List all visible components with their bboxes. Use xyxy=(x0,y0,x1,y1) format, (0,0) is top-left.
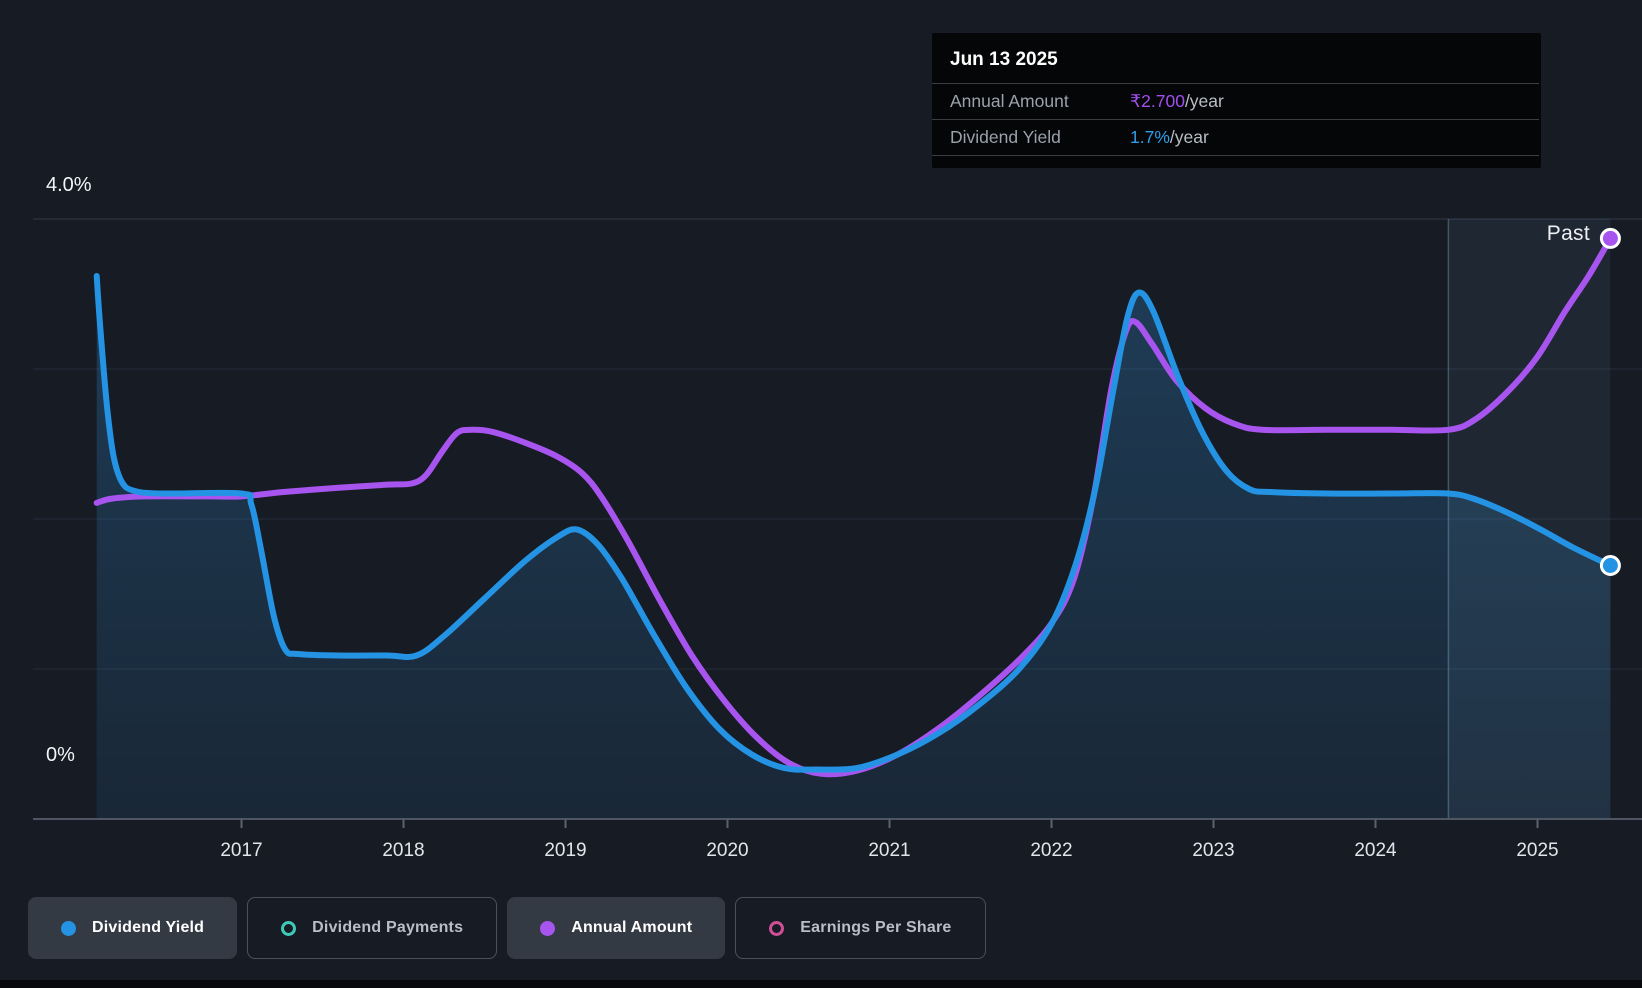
earnings-per-share-ring-icon xyxy=(769,920,785,936)
legend-label-annual-amount: Annual Amount xyxy=(571,919,693,936)
tooltip-annual-amount-value: ₹2.700 xyxy=(1130,91,1185,111)
legend-toggle-dividend-payments[interactable]: Dividend Payments xyxy=(247,897,498,959)
past-year-band xyxy=(1448,219,1611,819)
annual-amount-line xyxy=(93,235,1614,778)
tooltip-row-dividend-yield: Dividend Yield 1.7%/year xyxy=(932,119,1539,156)
x-axis-label-2019: 2019 xyxy=(544,840,587,861)
tooltip-date: Jun 13 2025 xyxy=(950,49,1058,70)
chart-tooltip: Jun 13 2025 Annual Amount ₹2.700/year Di… xyxy=(932,33,1541,168)
bottom-edge-bar xyxy=(0,980,1642,988)
legend-toggle-dividend-yield[interactable]: Dividend Yield xyxy=(28,897,238,959)
tooltip-dividend-yield-label: Dividend Yield xyxy=(950,127,1061,147)
x-axis-label-2024: 2024 xyxy=(1354,840,1397,861)
dividend-yield-end-marker[interactable] xyxy=(1599,555,1621,576)
x-axis-label-2020: 2020 xyxy=(706,840,749,861)
tooltip-annual-amount-suffix: /year xyxy=(1184,91,1224,111)
tooltip-annual-amount-label: Annual Amount xyxy=(950,91,1069,111)
x-axis-label-2017: 2017 xyxy=(220,840,263,861)
chart-legend: Dividend Yield Dividend Payments Annual … xyxy=(28,897,986,959)
tooltip-row-annual-amount: Annual Amount ₹2.700/year xyxy=(932,83,1539,119)
annual-amount-end-marker[interactable] xyxy=(1599,227,1621,249)
x-axis-label-2018: 2018 xyxy=(382,840,425,861)
past-period-label: Past xyxy=(1546,222,1590,245)
dividend-yield-area xyxy=(96,276,1611,819)
tooltip-dividend-yield-value: 1.7% xyxy=(1130,127,1170,147)
tooltip-dividend-yield-suffix: /year xyxy=(1169,127,1209,147)
dividend-yield-line xyxy=(93,273,1614,773)
legend-toggle-annual-amount[interactable]: Annual Amount xyxy=(507,897,726,959)
x-axis-label-2025: 2025 xyxy=(1516,840,1559,861)
x-axis-label-2022: 2022 xyxy=(1030,840,1073,861)
legend-label-dividend-yield: Dividend Yield xyxy=(92,919,205,936)
annual-amount-dot-icon xyxy=(540,920,556,936)
dividend-payments-ring-icon xyxy=(281,920,297,936)
y-axis-label-0pct: 0% xyxy=(46,744,75,766)
legend-toggle-earnings-per-share[interactable]: Earnings Per Share xyxy=(735,897,986,959)
x-axis-label-2021: 2021 xyxy=(868,840,911,861)
legend-label-earnings-per-share: Earnings Per Share xyxy=(800,919,952,936)
y-axis-label-4pct: 4.0% xyxy=(46,174,92,196)
legend-label-dividend-payments: Dividend Payments xyxy=(312,919,464,936)
dividend-yield-dot-icon xyxy=(61,920,76,936)
x-axis-label-2023: 2023 xyxy=(1192,840,1235,861)
